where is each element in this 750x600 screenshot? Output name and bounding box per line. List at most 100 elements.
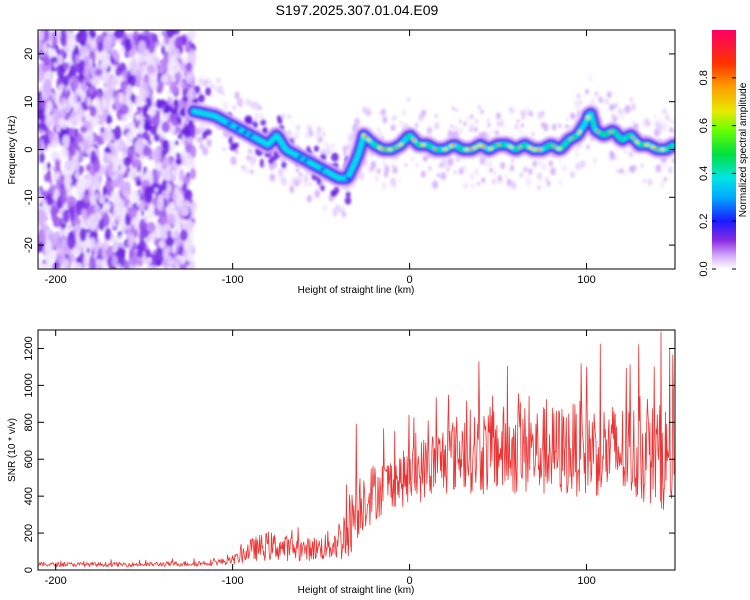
spectrogram-blob <box>177 116 182 126</box>
spectrogram-blob <box>102 71 109 84</box>
spectrogram-blob <box>142 145 151 157</box>
spectrogram-blob <box>199 142 204 150</box>
spectrogram-blob <box>620 113 625 120</box>
spectrogram-blob <box>445 165 451 173</box>
spectrogram-blob <box>436 173 440 178</box>
snr-x-ticks: -200 -100 0 100 <box>45 330 596 587</box>
spectrogram-peak <box>639 143 645 147</box>
colorbar-tick-label: 0.4 <box>698 166 710 181</box>
spectrogram-blob <box>206 138 213 147</box>
spectrogram-blob <box>303 182 308 189</box>
spectrogram-blob <box>111 254 118 268</box>
spectrogram-blob <box>392 166 398 174</box>
spectrogram-blob <box>171 170 177 177</box>
spectrogram-blob <box>62 209 70 224</box>
spectrogram-blob <box>611 113 615 118</box>
spectrogram-blob <box>469 172 475 181</box>
snr-x-tick-label: -200 <box>45 575 67 587</box>
spectrogram-marks <box>38 30 675 269</box>
spectrogram-blob <box>367 166 372 173</box>
spectrogram-blob <box>93 174 102 191</box>
spectrogram-blob <box>78 141 83 148</box>
spectrogram-blob <box>598 96 604 104</box>
spectrogram-blob <box>146 64 156 74</box>
spectrogram-blob <box>68 137 77 157</box>
spectrogram-peak <box>552 145 556 148</box>
spectrogram-peak <box>416 143 421 147</box>
chart-title: S197.2025.307.01.04.E09 <box>276 2 439 18</box>
spectrogram-blob <box>542 123 549 132</box>
spectrogram-blob <box>44 108 51 119</box>
spectrogram-blob <box>586 144 590 150</box>
spectrogram-blob <box>167 89 172 96</box>
spectrogram-blob <box>57 54 63 63</box>
spectrogram-y-tick-label: 10 <box>23 96 35 108</box>
spectrogram-blob <box>221 91 225 96</box>
spectrogram-blob <box>614 155 619 161</box>
spectrogram-peak <box>242 130 248 134</box>
spectrogram-blob <box>568 124 571 129</box>
spectrogram-blob <box>589 98 596 107</box>
spectrogram-blob <box>669 126 674 133</box>
spectrogram-blob <box>588 74 592 80</box>
colorbar-tick-label: 0.6 <box>698 118 710 133</box>
spectrogram-peak <box>427 144 432 148</box>
snr-y-tick-label: 400 <box>23 487 35 505</box>
spectrogram-blob <box>109 75 118 88</box>
spectrogram-blob <box>185 237 194 255</box>
spectrogram-blob <box>146 96 151 104</box>
spectrogram-blob <box>135 114 142 121</box>
spectrogram-blob <box>96 264 103 269</box>
spectrogram-blob <box>198 136 204 143</box>
spectrogram-blob <box>82 81 86 89</box>
snr-frame <box>37 329 676 571</box>
spectrogram-blob <box>291 175 296 182</box>
spectrogram-blob <box>358 172 365 180</box>
spectrogram-blob <box>488 160 493 167</box>
spectrogram-peak <box>560 144 566 148</box>
spectrogram-blob <box>532 160 538 168</box>
spectrogram-peak <box>324 170 329 174</box>
spectrogram-blob <box>382 116 388 124</box>
spectrogram-blob <box>523 166 528 173</box>
spectrogram-blob <box>546 180 551 187</box>
spectrogram-blob <box>612 116 617 124</box>
spectrogram-blob <box>631 119 636 125</box>
spectrogram-blob <box>548 160 554 167</box>
spectrogram-blob <box>64 259 71 268</box>
spectrogram-blob <box>123 156 132 167</box>
spectrogram-blob <box>604 98 609 104</box>
spectrogram-peak <box>373 144 379 148</box>
spectrogram-blob <box>52 216 62 228</box>
spectrogram-blob <box>64 171 72 190</box>
spectrogram-blob <box>609 151 616 161</box>
spectrogram-blob <box>160 224 170 241</box>
spectrogram-blob <box>38 39 44 52</box>
spectrogram-blob <box>589 78 593 83</box>
spectrogram-blob <box>322 132 326 136</box>
spectrogram-blob <box>205 86 212 96</box>
spectrogram-peak <box>366 138 371 142</box>
spectrogram-blob <box>103 35 112 54</box>
spectrogram-blob <box>128 233 135 247</box>
spectrogram-peak <box>655 147 658 151</box>
spectrogram-blob <box>135 138 144 155</box>
spectrogram-blob <box>162 133 167 140</box>
spectrogram-blob <box>121 142 128 155</box>
spectrogram-blob <box>643 178 646 183</box>
spectrogram-blob <box>119 180 128 194</box>
spectrogram-blob <box>169 81 178 94</box>
spectrogram-blob <box>93 158 101 173</box>
spectrogram-y-tick-label: 0 <box>23 146 35 152</box>
spectrogram-blob <box>59 30 68 47</box>
spectrogram-blob <box>182 175 190 185</box>
spectrogram-peak <box>387 147 392 152</box>
spectrogram-blob <box>144 263 150 269</box>
spectrogram-blob <box>80 200 86 210</box>
spectrogram-peak <box>528 146 533 150</box>
spectrogram-blob <box>289 185 294 191</box>
spectrogram-peak <box>213 114 218 118</box>
spectrogram-blob <box>183 129 192 139</box>
spectrogram-blob <box>39 186 43 191</box>
spectrogram-blob <box>164 105 170 114</box>
